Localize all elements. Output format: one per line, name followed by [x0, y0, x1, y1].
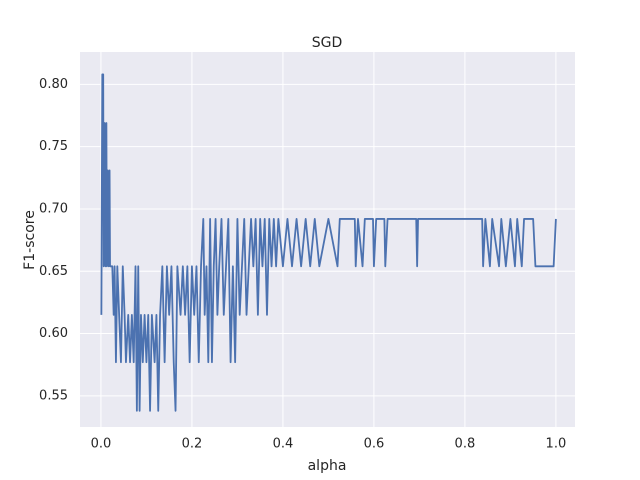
y-tick-label: 0.65: [39, 264, 68, 279]
y-tick-label: 0.80: [39, 77, 68, 92]
chart-title: SGD: [312, 35, 343, 51]
y-axis-label: F1-score: [22, 210, 38, 270]
data-line: [100, 73, 557, 412]
x-tick-label: 0.2: [182, 437, 203, 452]
x-tick-label: 0.0: [91, 437, 112, 452]
x-tick-label: 1.0: [546, 437, 567, 452]
y-tick-label: 0.55: [39, 388, 68, 403]
x-tick-label: 0.8: [455, 437, 476, 452]
x-tick-label: 0.6: [364, 437, 385, 452]
x-axis-label: alpha: [308, 458, 347, 474]
y-tick-label: 0.75: [39, 139, 68, 154]
y-tick-label: 0.70: [39, 201, 68, 216]
plot-area: [80, 52, 575, 427]
y-tick-label: 0.60: [39, 326, 68, 341]
x-tick-label: 0.4: [273, 437, 294, 452]
